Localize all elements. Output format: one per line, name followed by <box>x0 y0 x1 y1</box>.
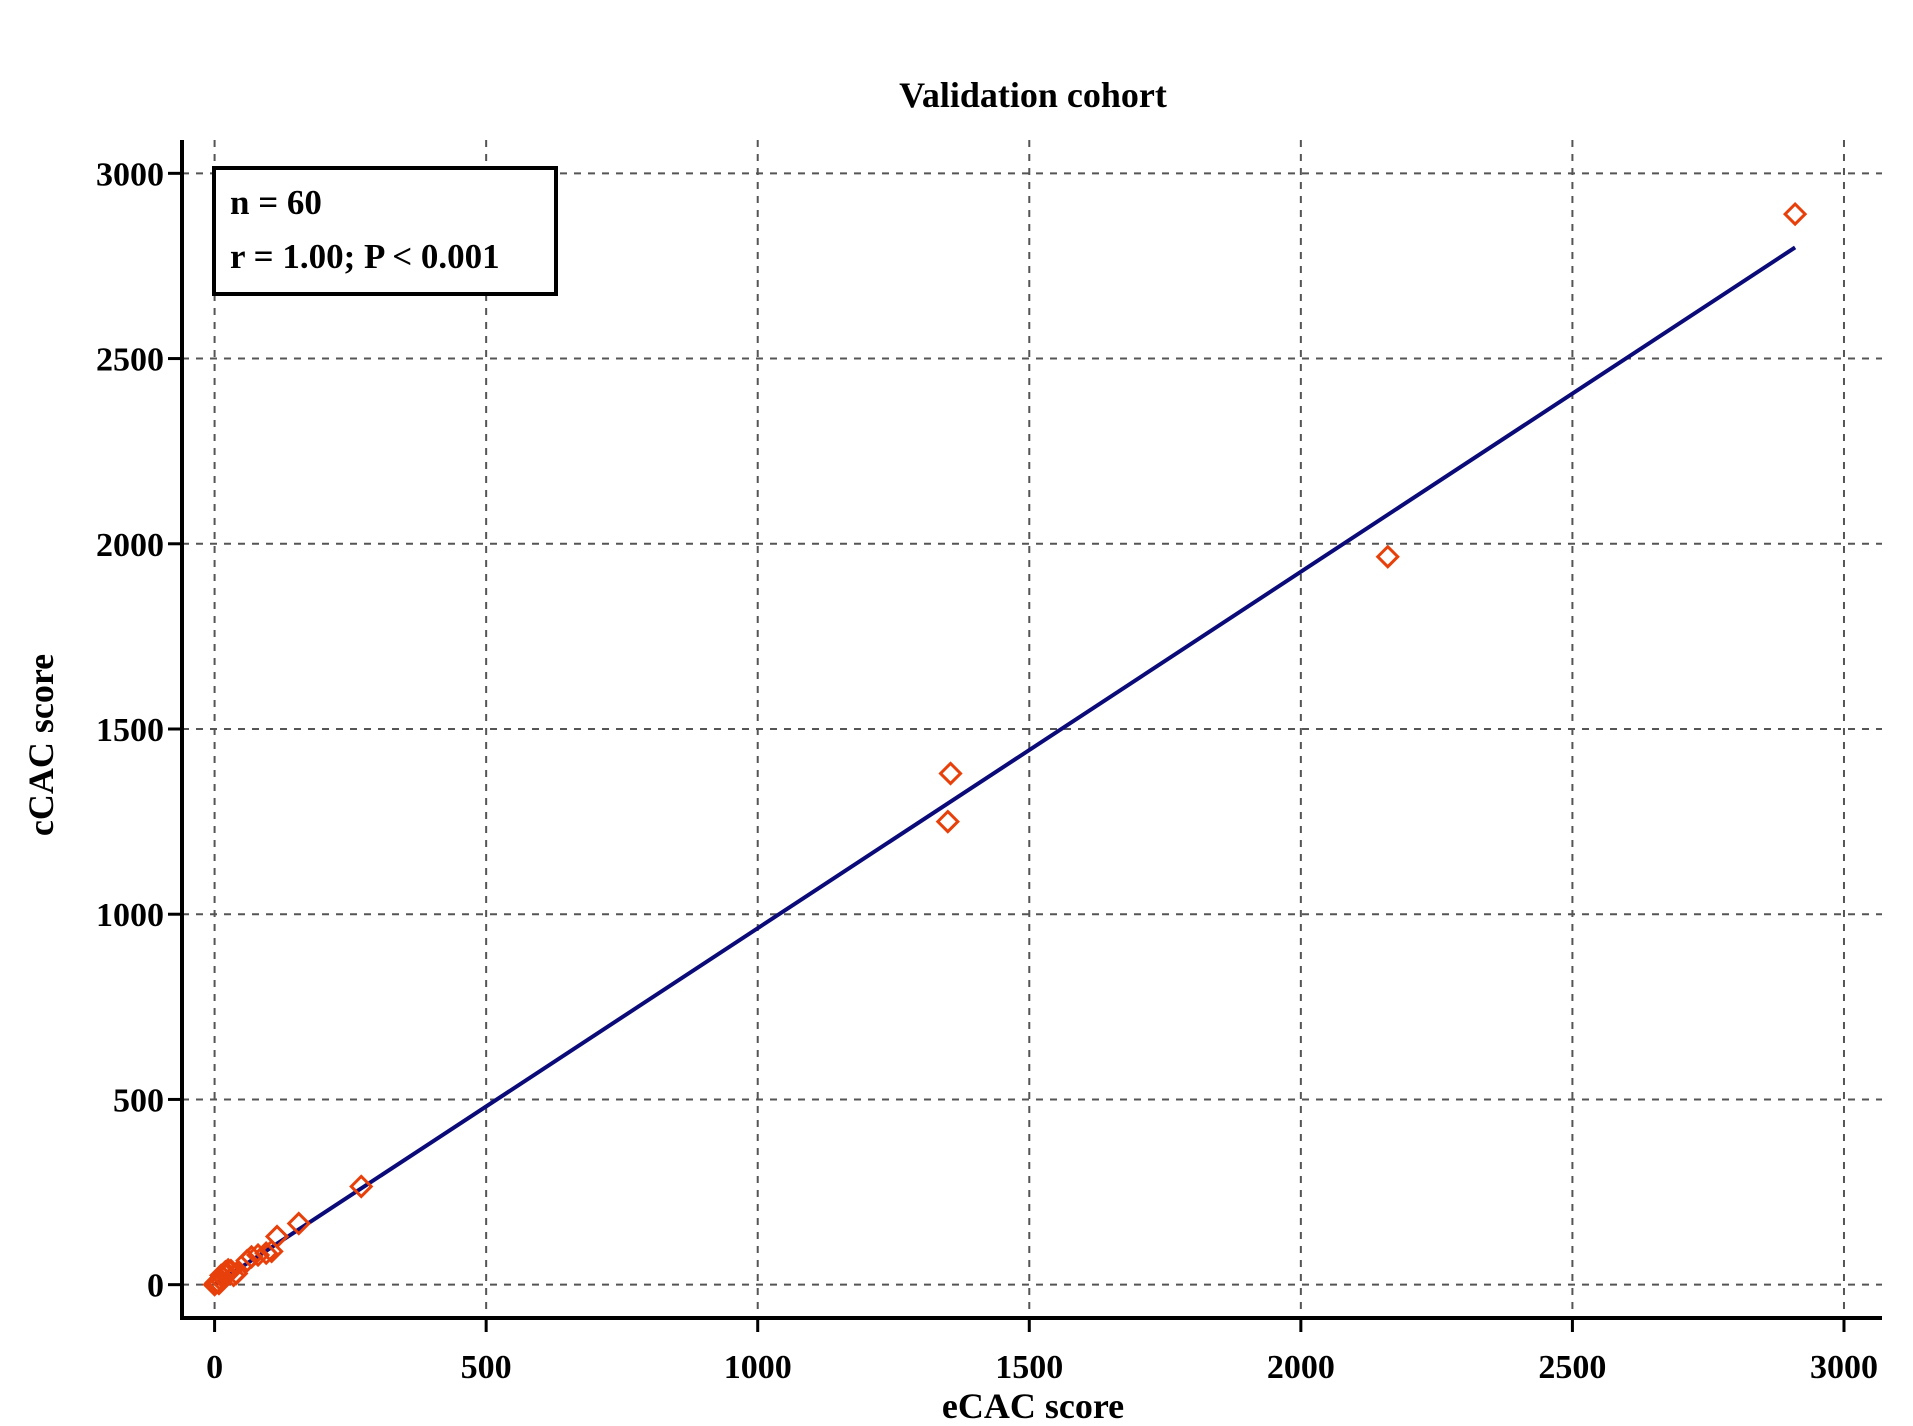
x-tick-label: 2500 <box>1538 1349 1606 1386</box>
points-layer <box>202 201 1808 1297</box>
grid-layer <box>182 140 1882 1318</box>
data-point <box>224 1261 249 1286</box>
y-tick-label: 500 <box>113 1082 164 1119</box>
y-tick-label: 1500 <box>96 712 164 749</box>
x-tick-label: 1500 <box>995 1349 1063 1386</box>
data-point <box>264 1224 290 1249</box>
y-tick-label: 2500 <box>96 342 164 379</box>
x-tick-label: 500 <box>461 1349 512 1386</box>
x-tick-label: 3000 <box>1810 1349 1878 1386</box>
stats-box: n = 60 r = 1.00; P < 0.001 <box>212 166 558 296</box>
y-tick-label: 2000 <box>96 527 164 564</box>
data-point <box>259 1239 284 1264</box>
x-axis-label: eCAC score <box>942 1386 1124 1426</box>
y-tick-label: 1000 <box>96 897 164 934</box>
data-point <box>935 809 960 834</box>
y-tick-label: 3000 <box>96 156 164 193</box>
ticks-layer: 0 500 1000 1500 2000 2500 3000 0 500 1000 1500 2000… <box>96 156 1878 1386</box>
x-tick-label: 0 <box>206 1349 223 1386</box>
data-point <box>254 1241 279 1266</box>
stats-box-frame <box>212 166 558 296</box>
data-point <box>938 761 963 786</box>
data-point <box>1375 544 1400 569</box>
stats-n-text: n = 60 <box>230 183 322 222</box>
regression-layer <box>213 245 1797 1287</box>
data-point <box>1782 201 1808 227</box>
x-tick-label: 2000 <box>1267 1349 1335 1386</box>
x-tick-label: 1000 <box>724 1349 792 1386</box>
y-tick-label: 0 <box>147 1268 164 1305</box>
regression-line <box>213 245 1797 1287</box>
y-axis-label: cCAC score <box>21 654 61 836</box>
data-point <box>286 1211 311 1236</box>
chart-title: Validation cohort <box>899 75 1167 115</box>
data-point <box>349 1174 374 1199</box>
stats-r-text: r = 1.00; P < 0.001 <box>230 237 500 276</box>
data-point <box>245 1242 271 1268</box>
